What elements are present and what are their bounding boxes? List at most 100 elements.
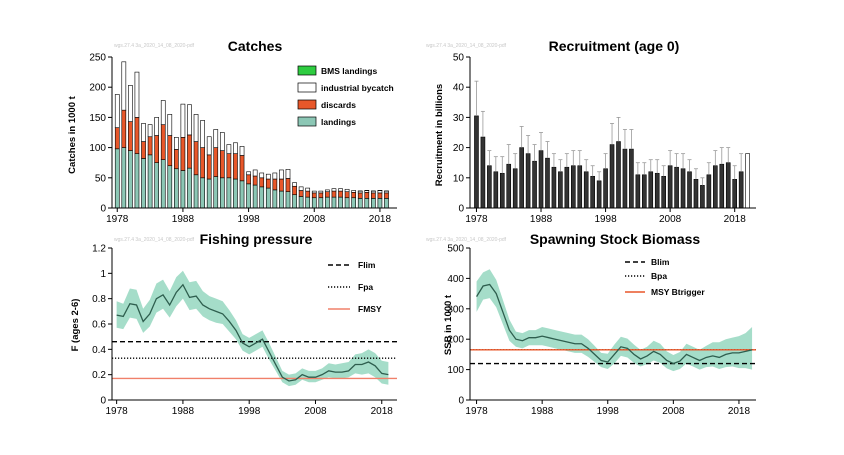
catch-bar-discards xyxy=(292,185,297,196)
catch-bar-landings xyxy=(200,177,205,209)
catch-bar-discards xyxy=(259,177,265,188)
catch-bar-discards xyxy=(174,149,179,170)
recruitment-bar xyxy=(493,171,499,209)
recruitment-bar xyxy=(622,148,628,209)
recruitment-x-tick-label: 1998 xyxy=(594,214,617,225)
recruitment-bar xyxy=(680,168,686,209)
catch-bar-landings xyxy=(298,196,304,209)
legend-label-flim: Flim xyxy=(358,260,376,270)
legend-label-discards: discards xyxy=(321,100,356,110)
fishing-pressure-x-tick-label: 1978 xyxy=(106,406,129,417)
catch-bar-industrial xyxy=(200,120,205,148)
catch-bar-industrial xyxy=(141,123,146,142)
catch-bar-industrial xyxy=(160,100,166,125)
fishing-pressure-plot xyxy=(112,270,397,387)
catch-bar-landings xyxy=(174,168,179,209)
watermark: wgs.27.4 3a_2020_14_08_2020-pdf xyxy=(114,43,195,49)
catch-bar-industrial xyxy=(259,172,265,179)
catch-bar-discards xyxy=(213,147,219,177)
catches-y-tick-label: 0 xyxy=(100,204,106,215)
ssb-x-tick-label: 1978 xyxy=(465,406,488,417)
catch-bar-landings xyxy=(252,184,258,209)
recruitment-bar xyxy=(667,165,673,209)
recruitment-bars xyxy=(474,80,750,209)
ssb-x-tick-label: 1988 xyxy=(531,406,554,417)
catch-bar-landings xyxy=(265,187,271,209)
legend-label-landings: landings xyxy=(321,117,356,127)
catch-bar-discards xyxy=(246,174,251,185)
catch-bar-discards xyxy=(384,192,389,199)
catch-bar-landings xyxy=(279,190,284,209)
catch-bar-landings xyxy=(325,196,330,209)
catch-bar-landings xyxy=(292,194,297,209)
catch-bar-discards xyxy=(206,154,212,180)
catch-bar-discards xyxy=(344,191,350,199)
recruitment-bar xyxy=(577,165,583,209)
fishing-pressure-y-tick-label: 1 xyxy=(100,269,106,280)
catches-y-tick-label: 100 xyxy=(89,143,106,154)
catch-bar-landings xyxy=(134,153,140,209)
catch-bar-industrial xyxy=(252,169,258,177)
recruitment-bar xyxy=(506,163,512,209)
catch-bar-landings xyxy=(213,176,219,209)
catch-bar-discards xyxy=(357,192,363,199)
catch-bar-discards xyxy=(279,178,284,192)
catch-bar-discards xyxy=(338,190,343,198)
recruitment-bar xyxy=(738,171,744,209)
catch-bar-discards xyxy=(272,178,278,191)
recruitment-bar xyxy=(545,157,550,209)
recruitment-bar xyxy=(629,148,634,209)
recruitment-bar xyxy=(519,147,524,209)
catch-bar-discards xyxy=(311,192,317,199)
catch-bar-landings xyxy=(160,159,166,209)
fishing-pressure-x-tick-label: 1988 xyxy=(172,406,195,417)
catch-bar-discards xyxy=(160,124,166,160)
catch-bar-landings xyxy=(206,178,212,209)
catch-bar-discards xyxy=(325,191,330,198)
catch-bar-landings xyxy=(128,150,133,209)
recruitment-bar xyxy=(719,163,725,209)
catch-bar-landings xyxy=(344,197,350,209)
ssb-legend: Blim Bpa MSY Btrigger xyxy=(625,257,705,297)
catch-bar-landings xyxy=(357,198,363,209)
catch-bar-landings xyxy=(180,170,186,209)
catch-bar-discards xyxy=(141,141,146,159)
ssb-y-tick-label: 500 xyxy=(447,244,464,255)
watermark: wgs.27.4 3a_2020_14_08_2020-pdf xyxy=(426,43,507,49)
fishing-pressure-y-tick-label: 0.8 xyxy=(92,294,106,305)
ssb-x-tick-label: 1998 xyxy=(597,406,620,417)
legend-label-blim: Blim xyxy=(651,257,670,267)
catches-x-tick-label: 1978 xyxy=(106,214,129,225)
fishing-pressure-y-tick-label: 0.4 xyxy=(92,345,106,356)
catch-bar-landings xyxy=(121,147,127,209)
catch-bar-industrial xyxy=(154,117,159,136)
catch-bar-industrial xyxy=(174,137,179,150)
catches-axes: 0 50 100 150 200 250 1978 1988 1998 2008 2018 xyxy=(89,53,397,225)
catch-bar-landings xyxy=(141,158,146,209)
legend-label-fpa: Fpa xyxy=(358,282,373,292)
ssb-x-tick-label: 2018 xyxy=(728,406,751,417)
catch-bar-industrial xyxy=(134,71,140,118)
catch-bar-industrial xyxy=(298,186,304,191)
catch-bar-landings xyxy=(187,167,192,209)
fishing-pressure-confidence-band xyxy=(116,270,389,387)
catch-bar-landings xyxy=(259,186,265,209)
catch-bar-industrial xyxy=(180,103,186,138)
catch-bar-discards xyxy=(121,109,127,148)
fishing-pressure-x-tick-label: 1998 xyxy=(238,406,261,417)
recruitment-bar xyxy=(700,185,705,209)
recruitment-bar xyxy=(564,166,570,209)
catch-bar-industrial xyxy=(331,188,337,192)
catch-bar-discards xyxy=(233,153,238,180)
catches-y-tick-label: 150 xyxy=(89,113,106,124)
catch-bar-industrial xyxy=(233,142,238,154)
catch-bar-discards xyxy=(167,135,173,167)
fishing-pressure-y-tick-label: 0 xyxy=(100,396,106,407)
catch-bar-industrial xyxy=(167,114,173,136)
catches-x-tick-label: 1988 xyxy=(172,214,195,225)
recruitment-y-tick-label: 40 xyxy=(453,83,465,94)
recruitment-bar xyxy=(551,166,557,209)
catch-bar-industrial xyxy=(239,146,245,156)
catch-bar-discards xyxy=(128,121,133,151)
